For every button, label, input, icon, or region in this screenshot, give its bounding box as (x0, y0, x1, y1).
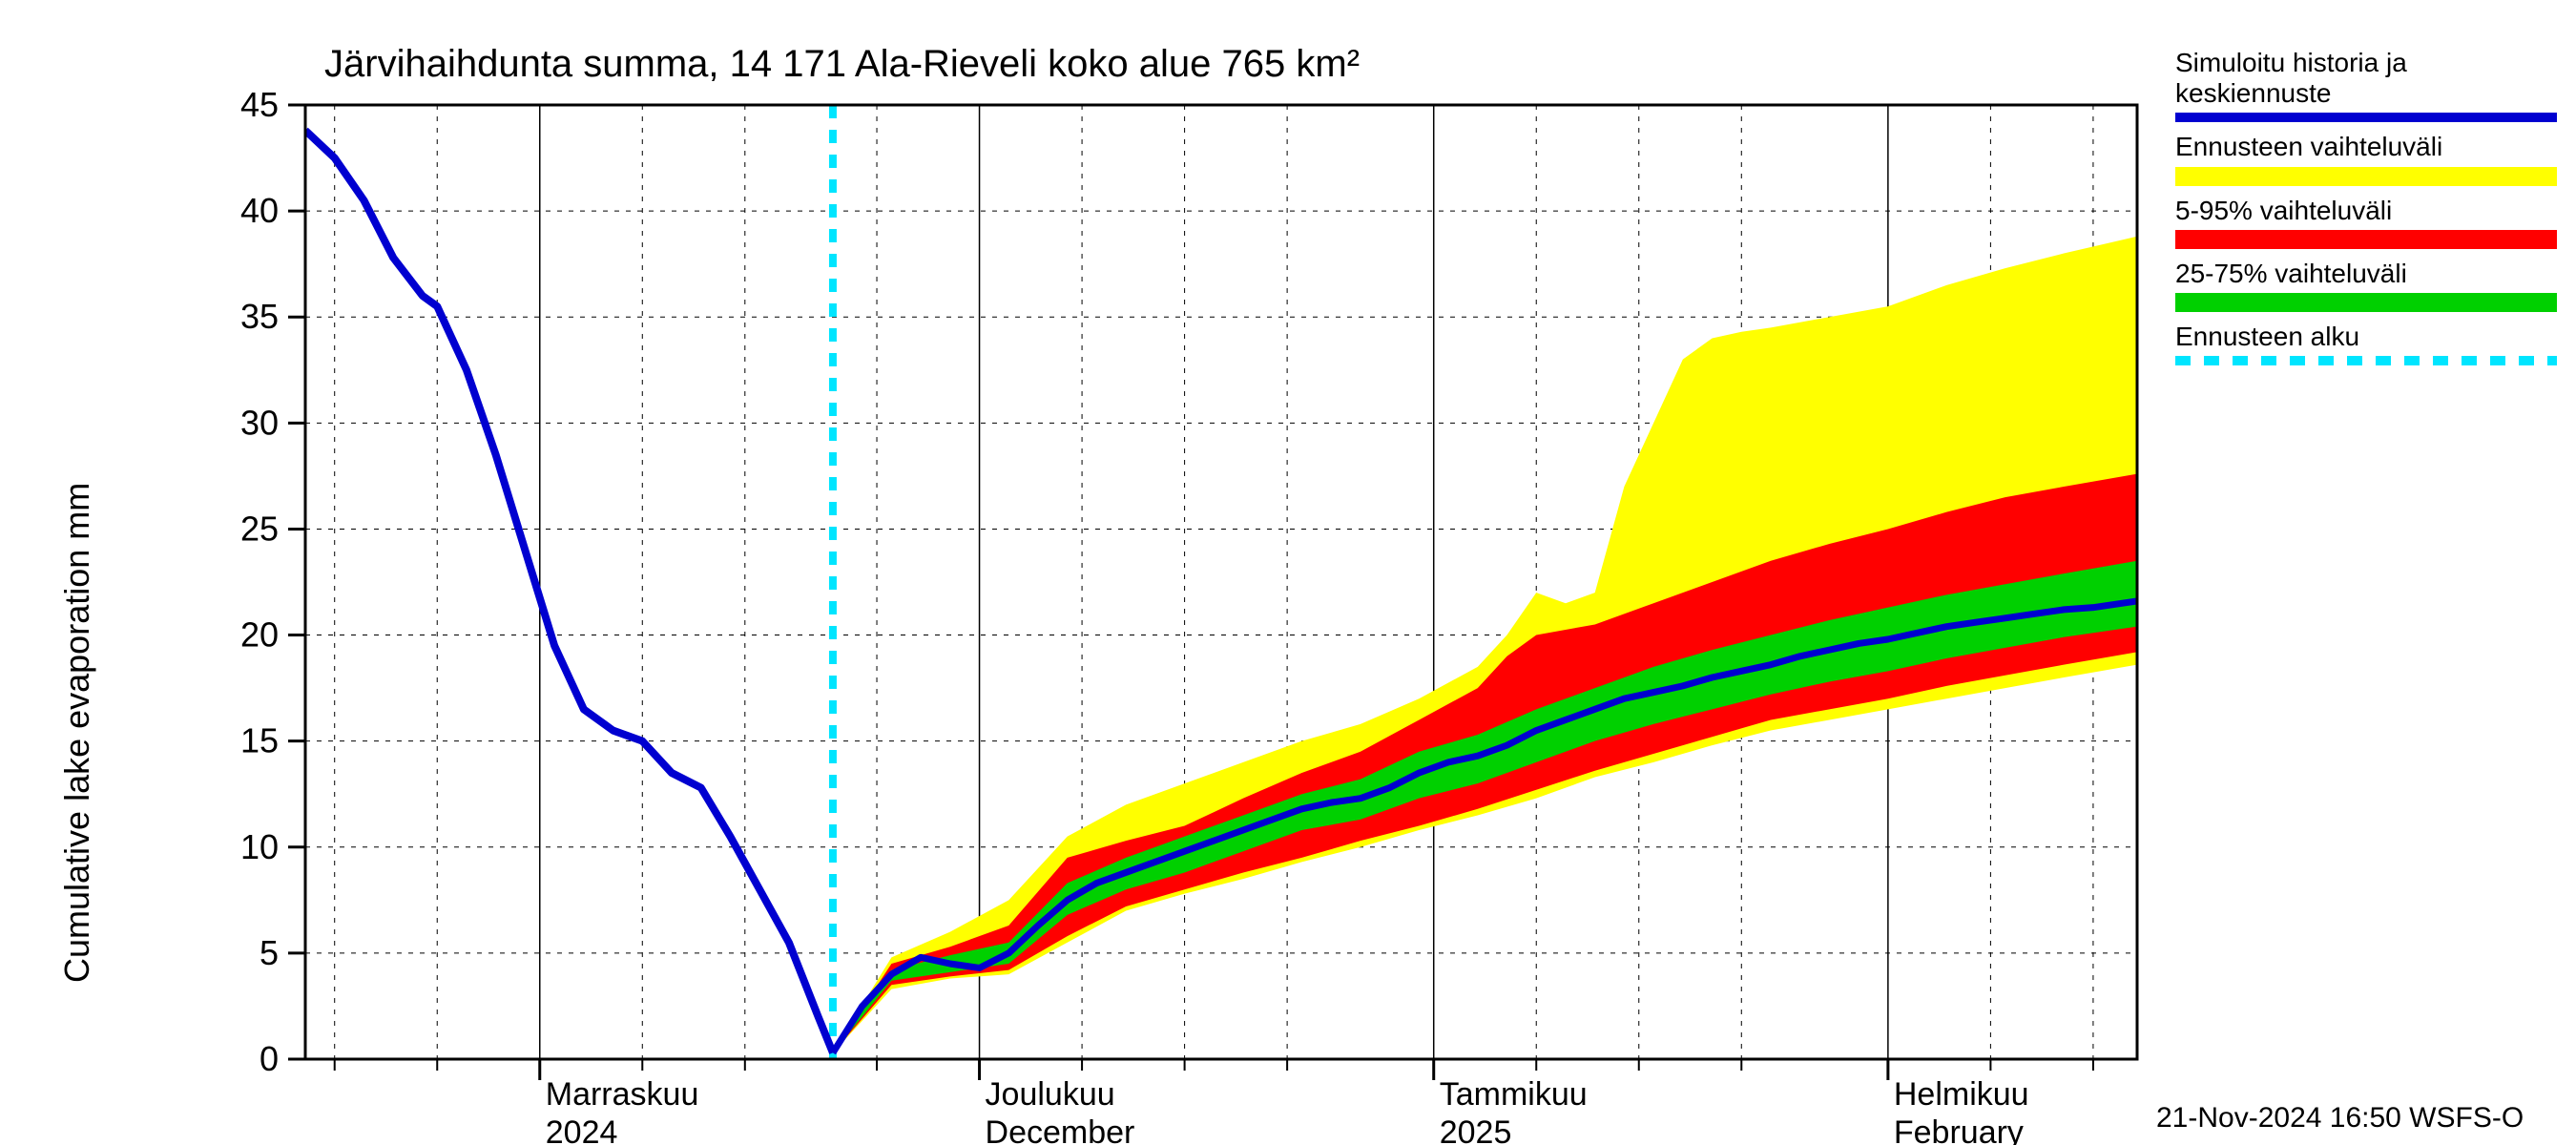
svg-text:10: 10 (240, 827, 279, 866)
svg-text:December: December (986, 1114, 1135, 1145)
svg-text:40: 40 (240, 191, 279, 230)
svg-text:30: 30 (240, 403, 279, 442)
legend-swatch (2175, 230, 2557, 249)
svg-text:February: February (1894, 1114, 2024, 1145)
svg-text:25: 25 (240, 509, 279, 548)
svg-text:45: 45 (240, 85, 279, 124)
legend-label: 5-95% vaihteluväli (2175, 196, 2557, 226)
legend-item: 25-75% vaihteluväli (2175, 259, 2557, 312)
svg-text:Joulukuu: Joulukuu (986, 1076, 1115, 1113)
legend-item: 5-95% vaihteluväli (2175, 196, 2557, 249)
svg-text:2024: 2024 (546, 1114, 618, 1145)
legend-label: 25-75% vaihteluväli (2175, 259, 2557, 289)
legend-item: Ennusteen vaihteluväli (2175, 132, 2557, 185)
svg-text:20: 20 (240, 615, 279, 655)
svg-text:0: 0 (260, 1039, 279, 1078)
legend-label: Simuloitu historia ja keskiennuste (2175, 48, 2557, 109)
timestamp-label: 21-Nov-2024 16:50 WSFS-O (2156, 1102, 2524, 1135)
y-axis-label: Cumulative lake evaporation mm (57, 483, 97, 983)
legend-item: Simuloitu historia ja keskiennuste (2175, 48, 2557, 122)
svg-text:Tammikuu: Tammikuu (1440, 1076, 1588, 1113)
legend-swatch (2175, 167, 2557, 186)
legend-swatch (2175, 356, 2557, 365)
chart-container: 051015202530354045Marraskuu2024JoulukuuD… (0, 0, 2576, 1145)
svg-text:2025: 2025 (1440, 1114, 1512, 1145)
legend-swatch (2175, 113, 2557, 122)
chart-title: Järvihaihdunta summa, 14 171 Ala-Rieveli… (324, 43, 1360, 86)
legend-swatch (2175, 293, 2557, 312)
svg-text:35: 35 (240, 297, 279, 336)
legend: Simuloitu historia ja keskiennuste Ennust… (2175, 48, 2557, 375)
svg-text:Marraskuu: Marraskuu (546, 1076, 699, 1113)
legend-label: Ennusteen alku (2175, 322, 2557, 352)
svg-text:Helmikuu: Helmikuu (1894, 1076, 2029, 1113)
legend-item: Ennusteen alku (2175, 322, 2557, 365)
svg-text:15: 15 (240, 721, 279, 760)
svg-text:5: 5 (260, 933, 279, 972)
legend-label: Ennusteen vaihteluväli (2175, 132, 2557, 162)
